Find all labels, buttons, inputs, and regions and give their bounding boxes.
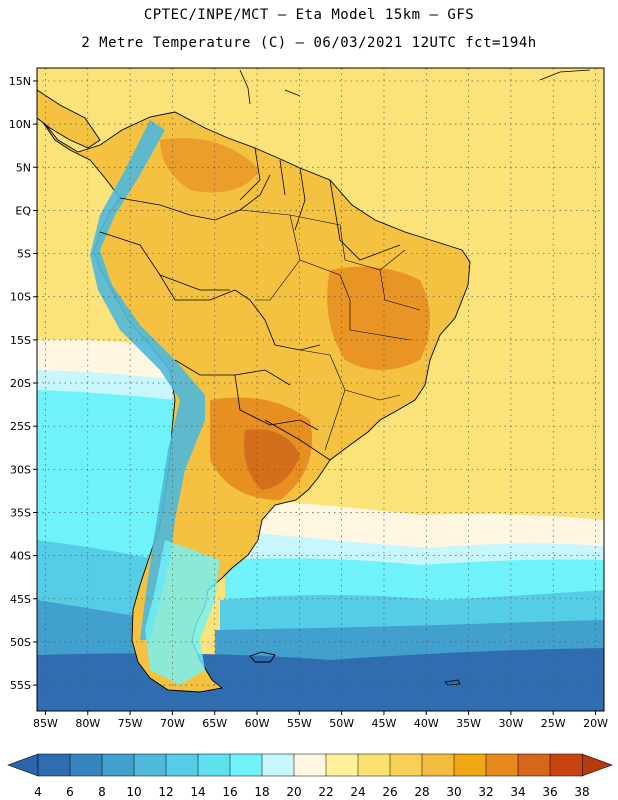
- south-georgia: [444, 679, 461, 686]
- central-america-land: [37, 89, 101, 149]
- colorbar-label: 28: [414, 785, 429, 799]
- lon-label: 25W: [541, 717, 566, 730]
- country-borders: [99, 147, 401, 461]
- hot-zone-brazil-northeast: [327, 266, 430, 370]
- colorbar-label: 10: [126, 785, 141, 799]
- colorbar-swatch: [293, 753, 327, 777]
- lon-label: 40W: [414, 717, 439, 730]
- lon-label: 50W: [329, 717, 354, 730]
- colorbar-label: 6: [66, 785, 74, 799]
- colorbar-low-arrow: [7, 753, 39, 777]
- colorbar-label: 4: [34, 785, 42, 799]
- colorbar-label: 20: [286, 785, 301, 799]
- map-frame: [36, 67, 605, 712]
- lon-label: 20W: [583, 717, 608, 730]
- lat-label: 25S: [10, 420, 31, 433]
- colorbar-label: 14: [190, 785, 205, 799]
- lon-label: 60W: [245, 717, 270, 730]
- colorbar-swatch: [101, 753, 135, 777]
- graticule: [37, 68, 604, 711]
- temperature-colorbar: 4 6 8 10 12 14 16 18 20 22 24 26 28 30 32 34 36 38: [7, 753, 613, 799]
- lon-label: 85W: [33, 717, 58, 730]
- colorbar-high-arrow: [581, 753, 613, 777]
- hottest-zone-paraguay: [244, 429, 300, 490]
- colorbar-label: 18: [254, 785, 269, 799]
- ocean-deep-band: [37, 648, 604, 711]
- lon-label: 65W: [202, 717, 227, 730]
- lat-label: 10N: [9, 118, 31, 131]
- colorbar-label: 24: [350, 785, 365, 799]
- colorbar-label: 16: [222, 785, 237, 799]
- lon-label: 45W: [372, 717, 397, 730]
- colorbar-swatch: [389, 753, 423, 777]
- colorbar-swatch: [229, 753, 263, 777]
- colorbar-swatch: [133, 753, 167, 777]
- colorbar-swatch: [37, 753, 71, 777]
- lat-label: 40S: [10, 550, 31, 563]
- patagonia-cool-land: [145, 540, 220, 685]
- map-title-line2: 2 Metre Temperature (C) – 06/03/2021 12U…: [81, 35, 537, 51]
- colorbar-swatch: [549, 753, 583, 777]
- colorbar-label: 36: [542, 785, 557, 799]
- andes-cold-ridge: [90, 120, 205, 640]
- lat-label: 50S: [10, 636, 31, 649]
- longitude-axis: 85W 80W 75W 70W 65W 60W 55W 50W 45W 40W 35W 30W 25W 2…: [33, 711, 608, 730]
- lat-label: 20S: [10, 377, 31, 390]
- lat-label: 15N: [9, 75, 31, 88]
- lat-label: 10S: [10, 291, 31, 304]
- colorbar-label: 30: [446, 785, 461, 799]
- lat-label: 45S: [10, 593, 31, 606]
- colorbar-swatch: [325, 753, 359, 777]
- lon-label: 30W: [498, 717, 523, 730]
- colorbar-swatch: [197, 753, 231, 777]
- colorbar-swatch: [261, 753, 295, 777]
- lon-label: 70W: [160, 717, 185, 730]
- lat-label: 5N: [16, 161, 31, 174]
- map-title-line1: CPTEC/INPE/MCT – Eta Model 15km – GFS: [143, 7, 475, 23]
- lat-label: 35S: [10, 506, 31, 519]
- caribbean-islands: [239, 69, 591, 105]
- colorbar-swatch: [357, 753, 391, 777]
- latitude-axis: 15N 10N 5N EQ 5S 10S 15S 20S 25S 30S 35S 40S 45S 50S 5…: [9, 75, 37, 692]
- colorbar-label: 34: [510, 785, 525, 799]
- lat-label: 5S: [17, 248, 31, 261]
- lon-label: 35W: [456, 717, 481, 730]
- colorbar-swatch: [453, 753, 487, 777]
- lon-label: 80W: [75, 717, 100, 730]
- lat-label: 30S: [10, 463, 31, 476]
- colorbar-swatch: [421, 753, 455, 777]
- colorbar-label: 12: [158, 785, 173, 799]
- colorbar-label: 8: [98, 785, 106, 799]
- lat-label: 15S: [10, 334, 31, 347]
- map-plot-area: [37, 68, 604, 711]
- colorbar-swatch: [69, 753, 103, 777]
- falkland-islands: [249, 651, 276, 663]
- colorbar-swatch: [485, 753, 519, 777]
- colorbar-label: 26: [382, 785, 397, 799]
- colorbar-label: 22: [318, 785, 333, 799]
- colorbar-label: 32: [478, 785, 493, 799]
- colorbar-swatch: [517, 753, 551, 777]
- lon-label: 75W: [118, 717, 143, 730]
- lon-label: 55W: [287, 717, 312, 730]
- lat-label: 55S: [10, 679, 31, 692]
- colorbar-swatch: [165, 753, 199, 777]
- colorbar-label: 38: [574, 785, 589, 799]
- hot-zone-amazon-north: [160, 138, 260, 193]
- lat-label: EQ: [15, 204, 31, 217]
- state-borders: [239, 209, 421, 451]
